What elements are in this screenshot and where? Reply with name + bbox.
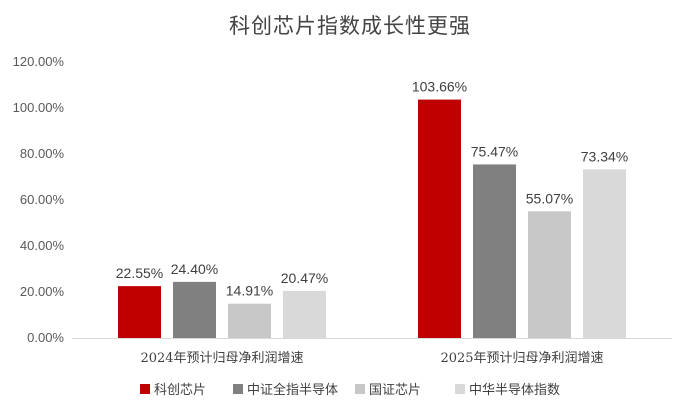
bar bbox=[473, 164, 516, 338]
data-label: 55.07% bbox=[526, 190, 573, 206]
legend-label: 中证全指半导体 bbox=[247, 382, 338, 398]
y-tick-label: 0.00% bbox=[27, 330, 64, 345]
data-label: 20.47% bbox=[281, 270, 328, 286]
y-tick-label: 80.00% bbox=[20, 146, 65, 161]
category-label: 2024年预计归母净利润增速 bbox=[140, 351, 303, 366]
y-tick-label: 20.00% bbox=[20, 284, 65, 299]
data-label: 24.40% bbox=[171, 261, 218, 277]
bar bbox=[283, 290, 326, 338]
legend-label: 科创芯片 bbox=[154, 383, 206, 398]
bar bbox=[228, 303, 271, 338]
legend-swatch bbox=[140, 384, 150, 394]
legend-swatch bbox=[233, 384, 243, 394]
chart-title: 科创芯片指数成长性更强 bbox=[229, 14, 471, 38]
x-axis: 2024年预计归母净利润增速 2025年预计归母净利润增速 bbox=[140, 351, 603, 366]
bar bbox=[583, 169, 626, 338]
bars bbox=[118, 99, 626, 338]
bar bbox=[118, 286, 161, 338]
bar bbox=[173, 281, 216, 338]
y-tick-label: 120.00% bbox=[13, 54, 65, 69]
legend-label: 国证芯片 bbox=[369, 383, 421, 398]
y-tick-label: 100.00% bbox=[13, 100, 65, 115]
bar bbox=[528, 211, 571, 338]
legend-swatch bbox=[455, 384, 465, 394]
legend-swatch bbox=[355, 384, 365, 394]
y-tick-label: 60.00% bbox=[20, 192, 65, 207]
data-label: 103.66% bbox=[412, 79, 467, 95]
data-label: 73.34% bbox=[581, 148, 628, 164]
y-tick-label: 40.00% bbox=[20, 238, 65, 253]
legend: 科创芯片 中证全指半导体 国证芯片 中华半导体指数 bbox=[140, 382, 560, 398]
data-label: 14.91% bbox=[226, 283, 273, 299]
bar bbox=[418, 99, 461, 338]
category-label: 2025年预计归母净利润增速 bbox=[440, 351, 603, 366]
y-axis: 0.00% 20.00% 40.00% 60.00% 80.00% 100.00% 120.… bbox=[13, 54, 65, 345]
data-labels: 22.55% 24.40% 14.91% 20.47% 103.66% 75.47% 55.… bbox=[116, 79, 628, 299]
legend-label: 中华半导体指数 bbox=[469, 383, 560, 398]
data-label: 22.55% bbox=[116, 265, 163, 281]
data-label: 75.47% bbox=[471, 143, 518, 159]
